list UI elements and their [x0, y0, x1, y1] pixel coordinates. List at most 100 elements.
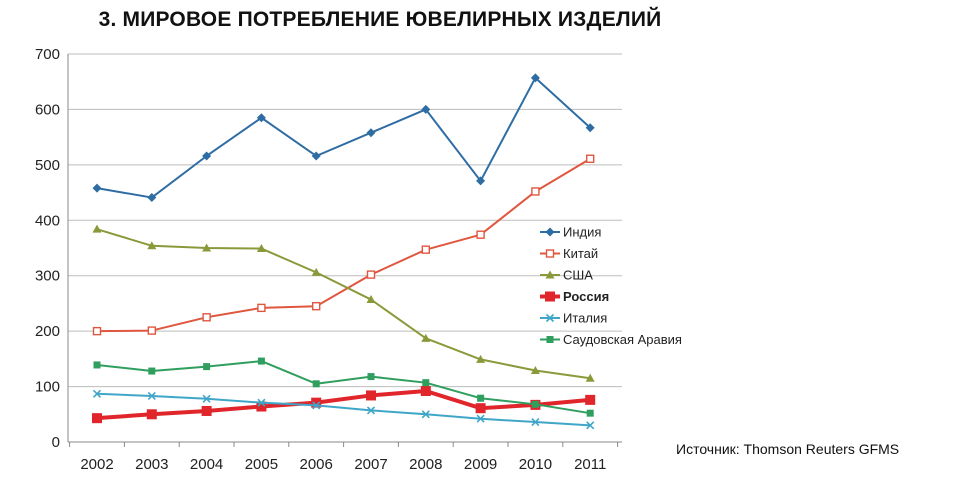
data-point [203, 363, 211, 371]
x-tick-label: 2004 [190, 456, 223, 473]
legend-item: США [540, 268, 593, 283]
grid-lines [68, 53, 622, 443]
x-tick-label: 2003 [135, 456, 168, 473]
legend-item: Саудовская Аравия [540, 332, 682, 347]
legend-label: Италия [563, 311, 607, 326]
chart-title: 3. МИРОВОЕ ПОТРЕБЛЕНИЕ ЮВЕЛИРНЫХ ИЗДЕЛИЙ [98, 8, 662, 31]
data-point [202, 313, 211, 322]
legend-label: Саудовская Аравия [563, 332, 682, 347]
data-point [147, 193, 157, 203]
legend-marker [545, 249, 555, 258]
data-point [312, 401, 321, 410]
series-0 [92, 73, 595, 203]
data-point [202, 394, 211, 403]
x-tick-label: 2005 [245, 456, 278, 473]
data-point [256, 401, 267, 412]
legend-label: Россия [563, 289, 609, 304]
legend-item: Индия [540, 225, 601, 240]
data-point [476, 414, 485, 423]
series-1 [92, 154, 595, 336]
data-point [147, 241, 157, 250]
series-line [96, 228, 591, 380]
data-point [586, 421, 595, 430]
data-point [530, 365, 540, 374]
data-point [202, 243, 212, 252]
data-point [366, 295, 376, 304]
legend-label: Индия [563, 225, 601, 240]
data-point [146, 409, 157, 420]
data-point [366, 390, 376, 401]
series-line [96, 157, 591, 333]
data-point [257, 303, 266, 313]
series-line [96, 360, 591, 415]
data-point [202, 151, 212, 161]
data-point [256, 113, 266, 123]
data-point [93, 361, 101, 369]
axes: 0 100 200 300 400 500 600 700 2002 2003 2004 2005 20… [35, 46, 619, 473]
x-tick-label: 2006 [300, 456, 333, 473]
data-point [530, 73, 540, 83]
data-point [475, 403, 486, 414]
legend: Индия Китай США Россия Италия Саудовская Арав… [540, 225, 682, 347]
series-5 [93, 357, 594, 417]
data-point [312, 302, 321, 311]
data-point [147, 326, 157, 335]
series-4 [92, 389, 595, 430]
data-point [311, 151, 321, 161]
source-note: Источник: Thomson Reuters GFMS [676, 441, 900, 457]
data-point [312, 380, 320, 388]
data-point [366, 270, 376, 279]
x-tick-label: 2007 [354, 456, 387, 473]
data-point [147, 391, 156, 401]
data-point [366, 128, 376, 138]
data-point [531, 400, 539, 408]
y-tick-label: 400 [35, 212, 60, 229]
data-point [257, 398, 266, 407]
data-point [92, 413, 102, 424]
data-point [420, 386, 431, 397]
x-tick-label: 2010 [519, 456, 552, 473]
legend-item: Италия [540, 311, 607, 326]
x-tick-label: 2009 [464, 456, 497, 473]
data-point [92, 389, 102, 398]
data-point [476, 176, 486, 186]
series-3 [92, 386, 596, 424]
data-point [585, 394, 596, 405]
series-line [96, 392, 591, 427]
data-point [311, 267, 321, 276]
legend-marker [545, 313, 555, 323]
data-point [367, 373, 375, 381]
legend-label: Китай [563, 246, 598, 261]
y-tick-label: 0 [52, 434, 60, 451]
data-point [586, 409, 594, 417]
data-point [477, 394, 485, 402]
data-point [421, 333, 431, 342]
data-point [201, 405, 212, 416]
y-tick-label: 200 [35, 323, 60, 340]
series-line [96, 389, 591, 421]
data-point [148, 367, 156, 375]
data-point [476, 230, 485, 239]
legend-label: США [563, 268, 593, 283]
legend-marker [545, 270, 555, 279]
x-tick-label: 2002 [80, 456, 113, 473]
y-tick-label: 600 [35, 101, 60, 118]
legend-marker [545, 227, 555, 237]
x-tick-label: 2008 [409, 456, 442, 473]
x-tick-label: 2011 [574, 456, 606, 473]
data-point [92, 326, 102, 336]
y-tick-label: 500 [35, 157, 60, 174]
data-point [421, 104, 431, 114]
data-point [92, 183, 102, 193]
data-point [585, 373, 595, 382]
series-line [96, 76, 591, 199]
series-2 [92, 224, 595, 382]
series-lines [92, 73, 596, 430]
legend-marker [546, 336, 554, 343]
data-point [421, 410, 430, 419]
data-point [366, 406, 376, 415]
legend-marker [545, 291, 555, 302]
data-point [92, 224, 102, 233]
y-tick-label: 700 [35, 46, 60, 63]
